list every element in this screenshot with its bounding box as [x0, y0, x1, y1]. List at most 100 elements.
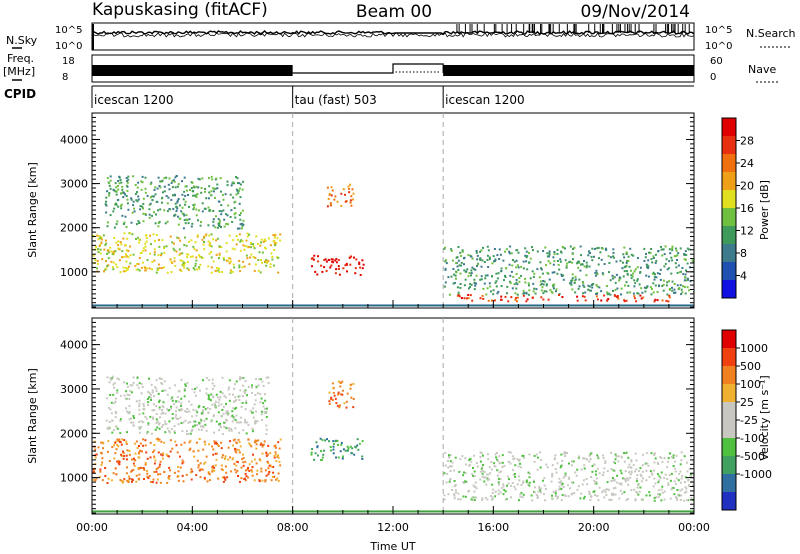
echo-cell — [223, 218, 226, 221]
echo-cell — [218, 200, 221, 203]
colorbar-swatch — [722, 348, 736, 366]
echo-cell — [218, 245, 221, 248]
echo-cell — [497, 481, 500, 484]
echo-cell — [642, 453, 644, 456]
echo-cell — [619, 489, 622, 492]
echo-cell — [215, 253, 218, 256]
echo-cell — [132, 204, 135, 207]
echo-cell — [487, 458, 490, 461]
echo-cell — [198, 209, 200, 212]
echo-cell — [259, 393, 262, 395]
echo-cell — [147, 404, 149, 407]
echo-cell — [583, 467, 586, 470]
echo-cell — [174, 440, 177, 443]
echo-cell — [574, 278, 577, 281]
echo-cell — [149, 396, 152, 399]
echo-cell — [126, 180, 129, 182]
echo-cell — [208, 185, 211, 188]
echo-cell — [212, 210, 215, 212]
echo-cell — [500, 270, 503, 273]
echo-cell — [136, 186, 139, 189]
echo-cell — [277, 472, 280, 475]
echo-cell — [479, 259, 482, 261]
echo-cell — [487, 249, 490, 252]
echo-cell — [208, 479, 211, 482]
echo-cell — [135, 238, 137, 240]
echo-cell — [493, 299, 496, 302]
echo-cell — [662, 283, 665, 286]
echo-cell — [218, 423, 220, 426]
echo-cell — [623, 256, 626, 259]
echo-cell — [213, 466, 216, 469]
echo-cell — [251, 430, 254, 433]
echo-cell — [128, 394, 131, 397]
echo-cell — [156, 467, 159, 470]
echo-cell — [136, 268, 139, 271]
echo-cell — [639, 473, 642, 476]
echo-cell — [174, 202, 177, 205]
echo-cell — [196, 235, 199, 238]
echo-cell — [620, 456, 623, 459]
echo-cell — [229, 216, 232, 218]
echo-cell — [264, 393, 266, 396]
echo-cell — [626, 273, 629, 276]
echo-cell — [99, 252, 102, 255]
echo-cell — [212, 218, 215, 221]
echo-cell — [630, 471, 633, 474]
echo-cell — [507, 482, 510, 485]
echo-cell — [162, 401, 165, 404]
echo-cell — [640, 297, 643, 300]
echo-cell — [635, 300, 638, 303]
echo-cell — [108, 184, 111, 187]
echo-cell — [195, 409, 198, 412]
echo-cell — [204, 443, 207, 446]
echo-cell — [195, 193, 198, 196]
echo-cell — [460, 261, 463, 264]
echo-cell — [444, 267, 447, 270]
echo-cell — [227, 257, 230, 260]
echo-cell — [176, 199, 179, 202]
echo-cell — [215, 393, 218, 396]
echo-cell — [596, 477, 598, 480]
echo-cell — [198, 178, 201, 181]
echo-cell — [181, 252, 184, 255]
echo-cell — [184, 384, 187, 387]
echo-cell — [526, 268, 529, 271]
echo-cell — [574, 291, 577, 294]
echo-cell — [187, 433, 190, 436]
echo-cell — [231, 414, 234, 417]
echo-cell — [692, 260, 694, 263]
velocity-colorbar-label: Velocity [m s⁻¹] — [758, 375, 771, 460]
echo-cell — [185, 244, 188, 247]
echo-cell — [246, 245, 249, 248]
echo-cell — [528, 472, 531, 475]
echo-cell — [227, 446, 230, 449]
echo-cell — [589, 289, 591, 292]
echo-cell — [179, 268, 182, 271]
echo-cell — [552, 287, 555, 290]
echo-cell — [637, 292, 640, 295]
echo-cell — [236, 469, 239, 472]
echo-cell — [324, 439, 327, 442]
echo-cell — [103, 270, 105, 273]
echo-cell — [346, 445, 349, 448]
echo-cell — [157, 176, 160, 179]
echo-cell — [445, 259, 447, 262]
echo-cell — [118, 182, 121, 185]
echo-cell — [646, 266, 648, 269]
echo-cell — [552, 490, 555, 493]
echo-cell — [598, 257, 600, 260]
echo-cell — [243, 248, 246, 251]
echo-cell — [538, 276, 541, 279]
echo-cell — [271, 256, 274, 258]
echo-cell — [205, 417, 208, 420]
echo-cell — [119, 394, 122, 397]
echo-cell — [183, 441, 186, 444]
echo-cell — [361, 455, 364, 458]
echo-cell — [203, 235, 205, 238]
echo-cell — [627, 284, 630, 287]
echo-cell — [179, 259, 182, 262]
echo-cell — [238, 202, 241, 205]
echo-cell — [140, 426, 143, 429]
echo-cell — [210, 251, 213, 253]
